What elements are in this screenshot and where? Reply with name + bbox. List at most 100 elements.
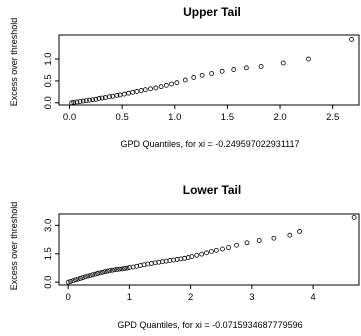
- lower-tail-data-point: [114, 267, 120, 272]
- lower-tail-x-tick-label: 1: [127, 292, 132, 303]
- lower-tail-data-point: [95, 271, 100, 276]
- upper-tail-title: Upper Tail: [183, 5, 241, 19]
- upper-tail-data-point: [349, 36, 355, 42]
- lower-tail-data-point: [209, 249, 214, 254]
- lower-tail-data-point: [70, 278, 76, 284]
- upper-tail-x-tick-label: 2.0: [273, 112, 286, 123]
- upper-tail-data-point: [169, 81, 175, 87]
- upper-tail-data-point: [126, 90, 131, 96]
- lower-tail-data-point: [271, 235, 277, 241]
- upper-tail-data-point: [130, 89, 136, 95]
- upper-tail-data-point: [114, 92, 120, 98]
- lower-tail-x-tick-label: 3: [249, 292, 254, 303]
- upper-tail-data-point: [153, 85, 159, 91]
- upper-tail-data-point: [134, 89, 140, 94]
- lower-tail-x-tick-label: 0: [66, 292, 71, 303]
- lower-tail-data-point: [68, 279, 74, 284]
- lower-tail-data-point: [85, 273, 91, 279]
- upper-tail-data-point: [83, 98, 89, 104]
- upper-tail-data-point: [87, 97, 92, 103]
- lower-tail-data-point: [87, 273, 93, 278]
- lower-tail-data-point: [117, 266, 123, 272]
- lower-tail-data-point: [73, 277, 78, 283]
- lower-tail-data-point: [256, 238, 262, 243]
- lower-tail-data-point: [226, 245, 231, 250]
- upper-tail-data-point: [93, 96, 99, 102]
- upper-tail-x-tick-label: 1.0: [168, 112, 181, 123]
- lower-tail-y-tick-label: 3.0: [43, 219, 54, 232]
- lower-tail-y-tick-label: 1.5: [43, 247, 54, 260]
- upper-tail-data-point: [306, 56, 311, 62]
- lower-tail-data-point: [213, 247, 219, 253]
- upper-tail-data-point: [231, 67, 237, 72]
- upper-tail-data-point: [71, 99, 77, 105]
- lower-tail-data-point: [78, 275, 83, 281]
- lower-tail-panel: Lower Tail Excess over threshold GPD Qua…: [9, 183, 360, 330]
- upper-tail-x-tick-label: 1.5: [221, 112, 234, 123]
- lower-tail-xlabel: GPD Quantiles, for xi = -0.0715934687779…: [117, 320, 302, 330]
- lower-tail-points: [65, 215, 357, 285]
- lower-tail-data-point: [244, 240, 250, 246]
- lower-tail-data-point: [351, 215, 357, 220]
- lower-tail-data-point: [107, 268, 113, 274]
- upper-tail-data-point: [74, 99, 80, 105]
- upper-tail-data-point: [99, 95, 105, 101]
- upper-tail-data-point: [80, 98, 86, 104]
- lower-tail-data-point: [297, 229, 303, 234]
- upper-tail-data-point: [96, 96, 102, 101]
- upper-tail-data-point: [191, 75, 197, 80]
- upper-tail-data-point: [107, 94, 112, 100]
- lower-tail-data-point: [102, 269, 108, 275]
- lower-tail-data-point: [189, 254, 195, 260]
- lower-tail-data-point: [82, 274, 88, 280]
- lower-tail-x-tick-label: 4: [310, 292, 315, 303]
- upper-tail-x-tick-label: 0.0: [63, 112, 76, 123]
- lower-tail-y-ticks: 0.0 1.5 3.0: [43, 219, 59, 289]
- upper-tail-data-point: [163, 82, 169, 88]
- lower-tail-data-point: [80, 275, 86, 281]
- lower-tail-y-tick-label: 0.0: [43, 276, 54, 289]
- lower-tail-data-point: [90, 272, 96, 278]
- upper-tail-data-point: [148, 86, 153, 92]
- lower-tail-data-point: [287, 232, 293, 238]
- upper-tail-data-point: [258, 64, 264, 69]
- lower-tail-x-tick-label: 2: [188, 292, 193, 303]
- upper-tail-ylabel: Excess over threshold: [9, 18, 19, 107]
- upper-tail-y-tick-label: 0.5: [43, 74, 54, 87]
- upper-tail-xlabel: GPD Quantiles, for xi = -0.2495970229311…: [120, 139, 299, 149]
- upper-tail-data-point: [219, 68, 225, 74]
- upper-tail-data-point: [90, 97, 96, 103]
- upper-tail-x-ticks: 0.0 0.5 1.0 1.5 2.0 2.5: [63, 105, 339, 123]
- lower-tail-data-point: [65, 279, 71, 285]
- upper-tail-y-ticks: 0.0 0.5 1.0: [43, 52, 59, 109]
- lower-tail-data-point: [124, 265, 130, 271]
- upper-tail-data-point: [199, 72, 205, 78]
- upper-tail-data-point: [280, 60, 286, 66]
- lower-tail-data-point: [100, 269, 105, 275]
- upper-tail-data-point: [209, 71, 215, 76]
- lower-tail-ylabel: Excess over threshold: [9, 202, 19, 291]
- lower-tail-data-point: [109, 267, 115, 273]
- upper-tail-x-tick-label: 0.5: [116, 112, 129, 123]
- upper-tail-data-point: [182, 77, 188, 83]
- lower-tail-plot-box: [58, 213, 360, 286]
- upper-tail-data-point: [69, 100, 75, 106]
- lower-tail-data-point: [75, 276, 81, 282]
- lower-tail-data-point: [234, 242, 239, 248]
- upper-tail-data-point: [77, 99, 83, 104]
- upper-tail-data-point: [138, 88, 144, 93]
- lower-tail-data-point: [97, 270, 103, 276]
- upper-tail-y-tick-label: 1.0: [43, 52, 54, 65]
- lower-tail-data-point: [194, 252, 200, 258]
- upper-tail-y-tick-label: 0.0: [43, 96, 54, 109]
- lower-tail-data-point: [119, 266, 125, 272]
- upper-tail-data-point: [142, 87, 148, 93]
- upper-tail-panel: Upper Tail Excess over threshold GPD Qua…: [9, 5, 360, 149]
- lower-tail-data-point: [220, 246, 225, 252]
- upper-tail-points: [69, 36, 355, 106]
- lower-tail-data-point: [92, 271, 98, 277]
- lower-tail-data-point: [104, 268, 110, 274]
- lower-tail-title: Lower Tail: [183, 183, 241, 197]
- lower-tail-data-point: [112, 267, 118, 273]
- upper-tail-data-point: [243, 65, 249, 71]
